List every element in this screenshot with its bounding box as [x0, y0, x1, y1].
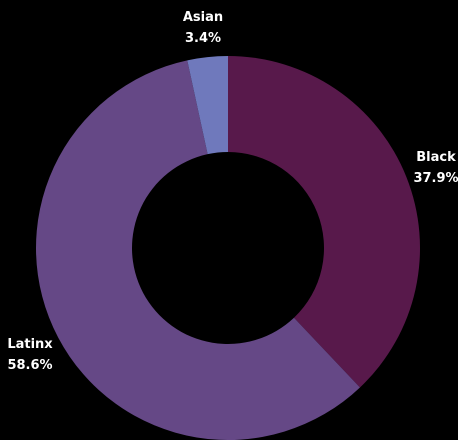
slice-value-asian: 3.4%: [185, 31, 221, 46]
slice-asian: [187, 56, 228, 155]
slice-label-asian: Asian: [183, 10, 223, 25]
slice-black: [228, 56, 421, 388]
slice-label-black: Black: [416, 150, 456, 165]
slice-label-latinx: Latinx: [7, 337, 53, 352]
slice-value-latinx: 58.6%: [7, 358, 52, 373]
donut-slices: [36, 56, 421, 440]
slice-value-black: 37.9%: [413, 171, 458, 186]
slice-latinx: [36, 60, 360, 440]
donut-labels: Black 37.9% Latinx 58.6% Asian 3.4%: [7, 10, 458, 373]
